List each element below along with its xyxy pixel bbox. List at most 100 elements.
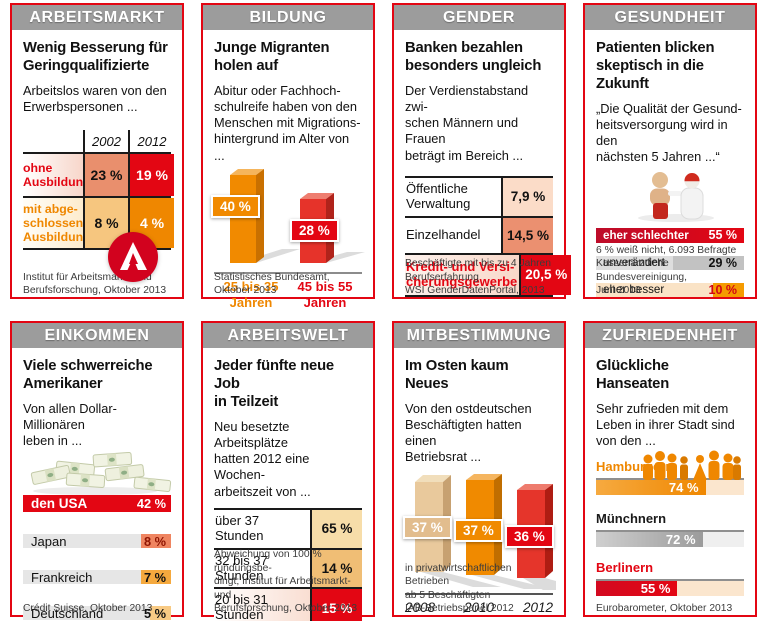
arbeitsagentur-logo-icon xyxy=(108,232,158,282)
panel-intro: Von allen Dollar-Millionären leben in ..… xyxy=(23,401,117,449)
panel-intro: Von den ostdeutschen Beschäftigten hatte… xyxy=(405,401,532,465)
row-label: Öffentliche Verwaltung xyxy=(406,180,471,211)
country-bar: Japan 8 % xyxy=(23,533,171,549)
table-header-row: 2002 2012 xyxy=(23,130,171,155)
panel-title: Banken bezahlen besonders ungleich xyxy=(405,40,542,75)
panel-header-arbeitsmarkt: ARBEITSMARKT xyxy=(12,5,182,30)
survey-bar: unverändert 29 % xyxy=(596,255,744,270)
panel-title: Wenig Besserung für Geringqualifizierte xyxy=(23,40,168,75)
panel-header-zufriedenheit: ZUFRIEDENHEIT xyxy=(585,323,755,348)
bar-value-label: 28 % xyxy=(290,218,339,242)
value-cell: 14,5 % xyxy=(501,217,553,253)
city-bar: 74 % xyxy=(596,450,744,496)
panel-header-label: GESUNDHEIT xyxy=(614,8,726,26)
value-cell: 7,9 % xyxy=(501,177,553,216)
panel-header-bildung: BILDUNG xyxy=(203,5,373,30)
panel-intro: Sehr zufrieden mit dem Leben in ihrer St… xyxy=(596,401,735,449)
table-row: Kredit- und Versi- cherungsgewerbe 20,5 … xyxy=(405,254,572,297)
bar-value: 74 % xyxy=(668,480,699,496)
money-stacks-illustration xyxy=(23,451,172,496)
column-header-2002: 2002 xyxy=(83,130,128,153)
panel-title: Im Osten kaum Neues xyxy=(405,358,509,393)
table-row: Einzelhandel 14,5 % xyxy=(405,217,553,255)
bar-chart-works-council: 37 % 37 % 36 % xyxy=(403,473,556,590)
panel-gesundheit: GESUNDHEIT Patienten blicken skeptisch i… xyxy=(583,3,757,299)
value-cell: 20,5 % xyxy=(519,254,572,295)
panel-header-label: GENDER xyxy=(442,8,516,26)
row-label: Einzelhandel xyxy=(406,226,481,242)
panel-einkommen: EINKOMMEN Viele schwerreiche Amerikaner … xyxy=(10,321,184,621)
bar-label: Deutschland xyxy=(31,605,104,621)
source-note: Statistisches Bundesamt, Oktober 2013 xyxy=(214,271,330,297)
axis-line xyxy=(405,592,553,595)
panel-header-gesundheit: GESUNDHEIT xyxy=(585,5,755,30)
panel-intro: Abitur oder Fachhoch- schulreife haben v… xyxy=(214,83,361,163)
bar-value: 8 % xyxy=(143,533,166,549)
source-note: Eurobarometer, Oktober 2013 xyxy=(596,603,733,615)
city-label: Berlinern xyxy=(596,560,654,576)
pay-gap-table: Öffentliche Verwaltung 7,9 % Einzelhande… xyxy=(405,175,572,297)
bar-label: eher schlechter xyxy=(603,228,689,242)
row-label: Kredit- und Versi- cherungsgewerbe xyxy=(405,254,520,295)
patient-doctor-icon xyxy=(638,171,714,222)
source-note: 6 % weiß nicht, 6.093 Befragte Kassenärz… xyxy=(596,244,737,297)
value-cell: 65 % xyxy=(310,509,362,548)
source-note: Abweichung von 100 % rundungsbe- dingt; … xyxy=(214,549,358,615)
panel-gender: GENDER Banken bezahlen besonders ungleic… xyxy=(392,3,572,299)
bar-label: den USA xyxy=(31,496,88,512)
panel-intro: Arbeitslos waren von den Erwerbspersonen… xyxy=(23,83,167,115)
panel-header-label: EINKOMMEN xyxy=(44,326,150,344)
row-label: über 37 Stunden xyxy=(215,512,264,543)
panel-header-label: MITBESTIMMUNG xyxy=(406,326,552,344)
panel-header-einkommen: EINKOMMEN xyxy=(12,323,182,348)
panel-title: Viele schwerreiche Amerikaner xyxy=(23,358,153,393)
axis-label: 25 bis 35 Jahren xyxy=(223,278,279,310)
axis-year: 2012 xyxy=(522,599,553,615)
row-label: 32 bis 37 Stunden xyxy=(215,552,268,583)
people-crowd-icon xyxy=(643,450,741,481)
axis-line xyxy=(214,271,362,274)
dollar-bundles-icon xyxy=(30,452,172,496)
working-hours-table: über 37 Stunden 65 % 32 bis 37 Stunden 1… xyxy=(214,507,362,621)
panel-header-arbeitswelt: ARBEITSWELT xyxy=(203,323,373,348)
survey-bar: eher besser 10 % xyxy=(596,282,744,297)
bar-value-label: 37 % xyxy=(403,515,452,539)
panel-intro: Neu besetzte Arbeitsplätze hatten 2012 e… xyxy=(214,419,311,499)
value-cell xyxy=(150,606,171,621)
bar-value-label: 37 % xyxy=(454,518,503,542)
panel-arbeitswelt: ARBEITSWELT Jeder fünfte neue Job in Tei… xyxy=(201,321,375,621)
panel-header-label: ARBEITSWELT xyxy=(227,326,349,344)
patient-doctor-illustration xyxy=(596,168,744,222)
panel-title: Glückliche Hanseaten xyxy=(596,358,670,393)
bar-label: Japan xyxy=(31,533,67,549)
panel-title: Junge Migranten holen auf xyxy=(214,40,330,75)
bar-value: 29 % xyxy=(708,255,738,270)
panel-intro: Der Verdienstabstand zwi- schen Männern … xyxy=(405,83,529,163)
bar-value-label: 40 % xyxy=(211,194,260,218)
bar-chart-migrants: 40 % 28 % xyxy=(211,168,365,269)
bar-value: 10 % xyxy=(708,282,738,297)
bar-value: 42 % xyxy=(136,496,166,512)
panel-title: Jeder fünfte neue Job in Teilzeit xyxy=(214,358,334,411)
row-label: 20 bis 31 Stunden xyxy=(214,589,310,621)
value-cell: 15 % xyxy=(310,589,362,621)
panel-mitbestimmung: MITBESTIMMUNG Im Osten kaum Neues Von de… xyxy=(392,321,566,617)
table-row: 32 bis 37 Stunden 14 % xyxy=(214,549,362,590)
country-bar: Deutschland 5 % xyxy=(23,605,171,621)
country-bar: den USA 42 % xyxy=(23,495,171,513)
panel-zufriedenheit: ZUFRIEDENHEIT Glückliche Hanseaten Sehr … xyxy=(583,321,757,617)
3d-bars-graphic xyxy=(230,168,365,263)
row-label: ohne Ausbildung xyxy=(23,154,91,197)
survey-bar: eher schlechter 55 % xyxy=(596,227,744,243)
value-cell xyxy=(141,570,171,585)
bar-fill: 74 % xyxy=(596,480,706,496)
value-cell: 23 % xyxy=(83,154,128,197)
panel-header-label: ARBEITSMARKT xyxy=(29,8,165,26)
panel-header-label: ZUFRIEDENHEIT xyxy=(602,326,738,344)
axis-label: 45 bis 55 Jahren xyxy=(297,278,353,310)
axis-year: 2008 xyxy=(405,599,436,615)
city-bar: 72 % xyxy=(596,530,744,548)
value-cell: 19 % xyxy=(128,154,174,197)
bar-value: 5 % xyxy=(143,605,166,621)
